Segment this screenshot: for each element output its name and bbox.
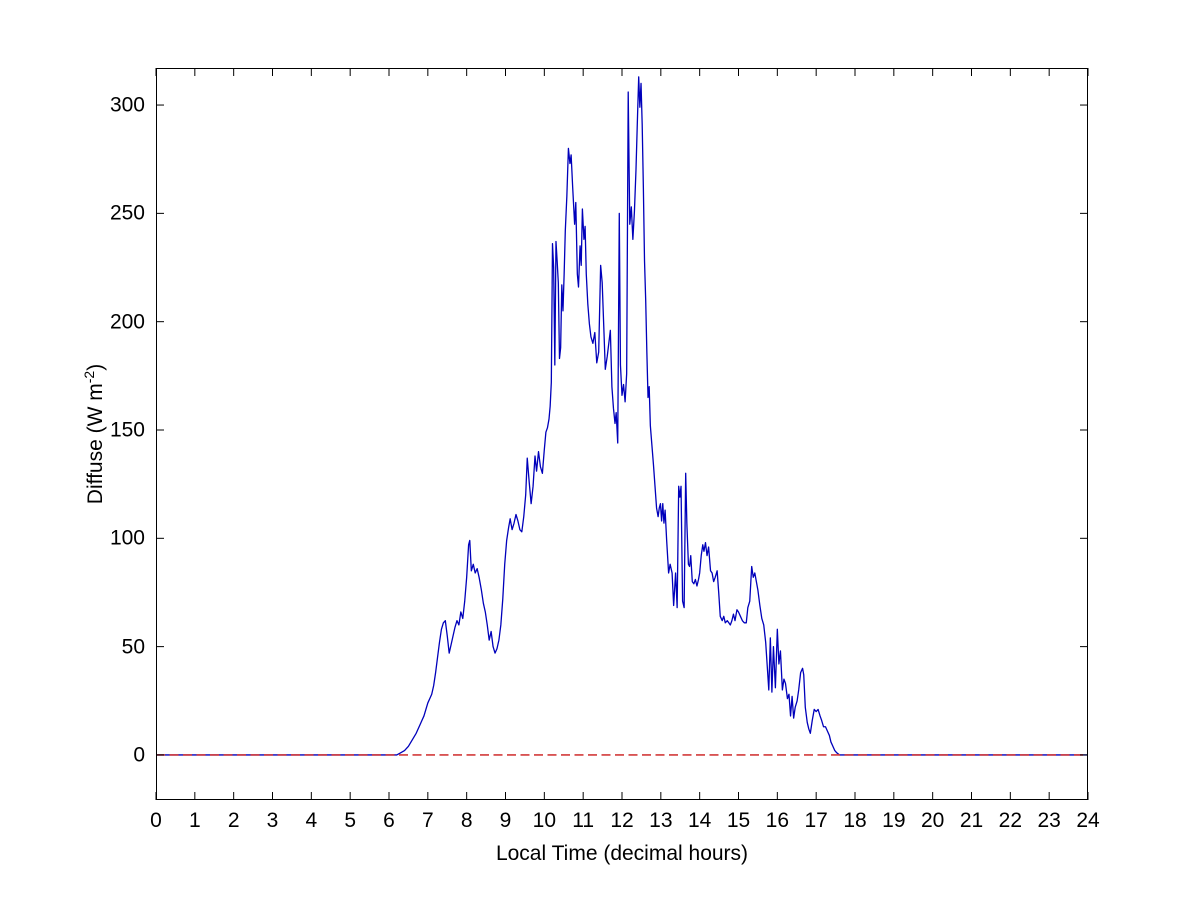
y-tick-label: 50 [121, 635, 145, 659]
x-tick-label: 19 [882, 809, 906, 832]
y-axis-label-superscript: -2 [81, 370, 97, 384]
x-tick-label: 5 [344, 809, 356, 832]
y-tick-label: 100 [109, 526, 145, 550]
x-tick-label: 21 [959, 809, 984, 832]
axes-box [156, 68, 1088, 800]
y-axis-label-close: ) [84, 363, 107, 371]
x-tick-label: 6 [383, 809, 395, 832]
x-tick-label: 14 [687, 809, 712, 832]
x-tick-label: 1 [188, 809, 201, 832]
x-tick-label: 7 [421, 809, 434, 832]
x-tick-label: 4 [305, 809, 318, 832]
x-tick-label: 20 [920, 809, 945, 832]
x-tick-label: 0 [150, 809, 162, 832]
y-axis-label: Diffuse (W m-2) [81, 363, 108, 505]
y-tick-label: 150 [109, 418, 145, 442]
y-tick-label: 250 [109, 201, 145, 225]
x-tick-label: 2 [227, 809, 240, 832]
x-tick-label: 17 [804, 809, 828, 832]
x-tick-label: 15 [726, 809, 751, 832]
y-tick-label: 0 [133, 743, 145, 767]
x-tick-label: 18 [843, 809, 867, 832]
x-tick-label: 3 [266, 809, 279, 832]
diffuse-irradiance-line [156, 76, 1088, 756]
x-tick-label: 23 [1037, 809, 1061, 832]
x-axis-label: Local Time (decimal hours) [495, 842, 749, 865]
x-tick-label: 10 [532, 809, 557, 832]
y-axis-label-base: Diffuse (W m [84, 383, 107, 505]
y-tick-label: 200 [109, 310, 145, 334]
y-tick-label: 300 [109, 93, 145, 117]
x-tick-label: 12 [610, 809, 634, 832]
plot-area [155, 68, 1089, 800]
x-tick-label: 8 [460, 809, 473, 832]
x-tick-label: 9 [499, 809, 512, 832]
x-tick-label: 16 [765, 809, 790, 832]
x-tick-label: 22 [998, 809, 1023, 832]
x-tick-label: 11 [572, 809, 595, 832]
x-tick-label: 13 [649, 809, 673, 832]
x-tick-label: 24 [1076, 809, 1100, 832]
